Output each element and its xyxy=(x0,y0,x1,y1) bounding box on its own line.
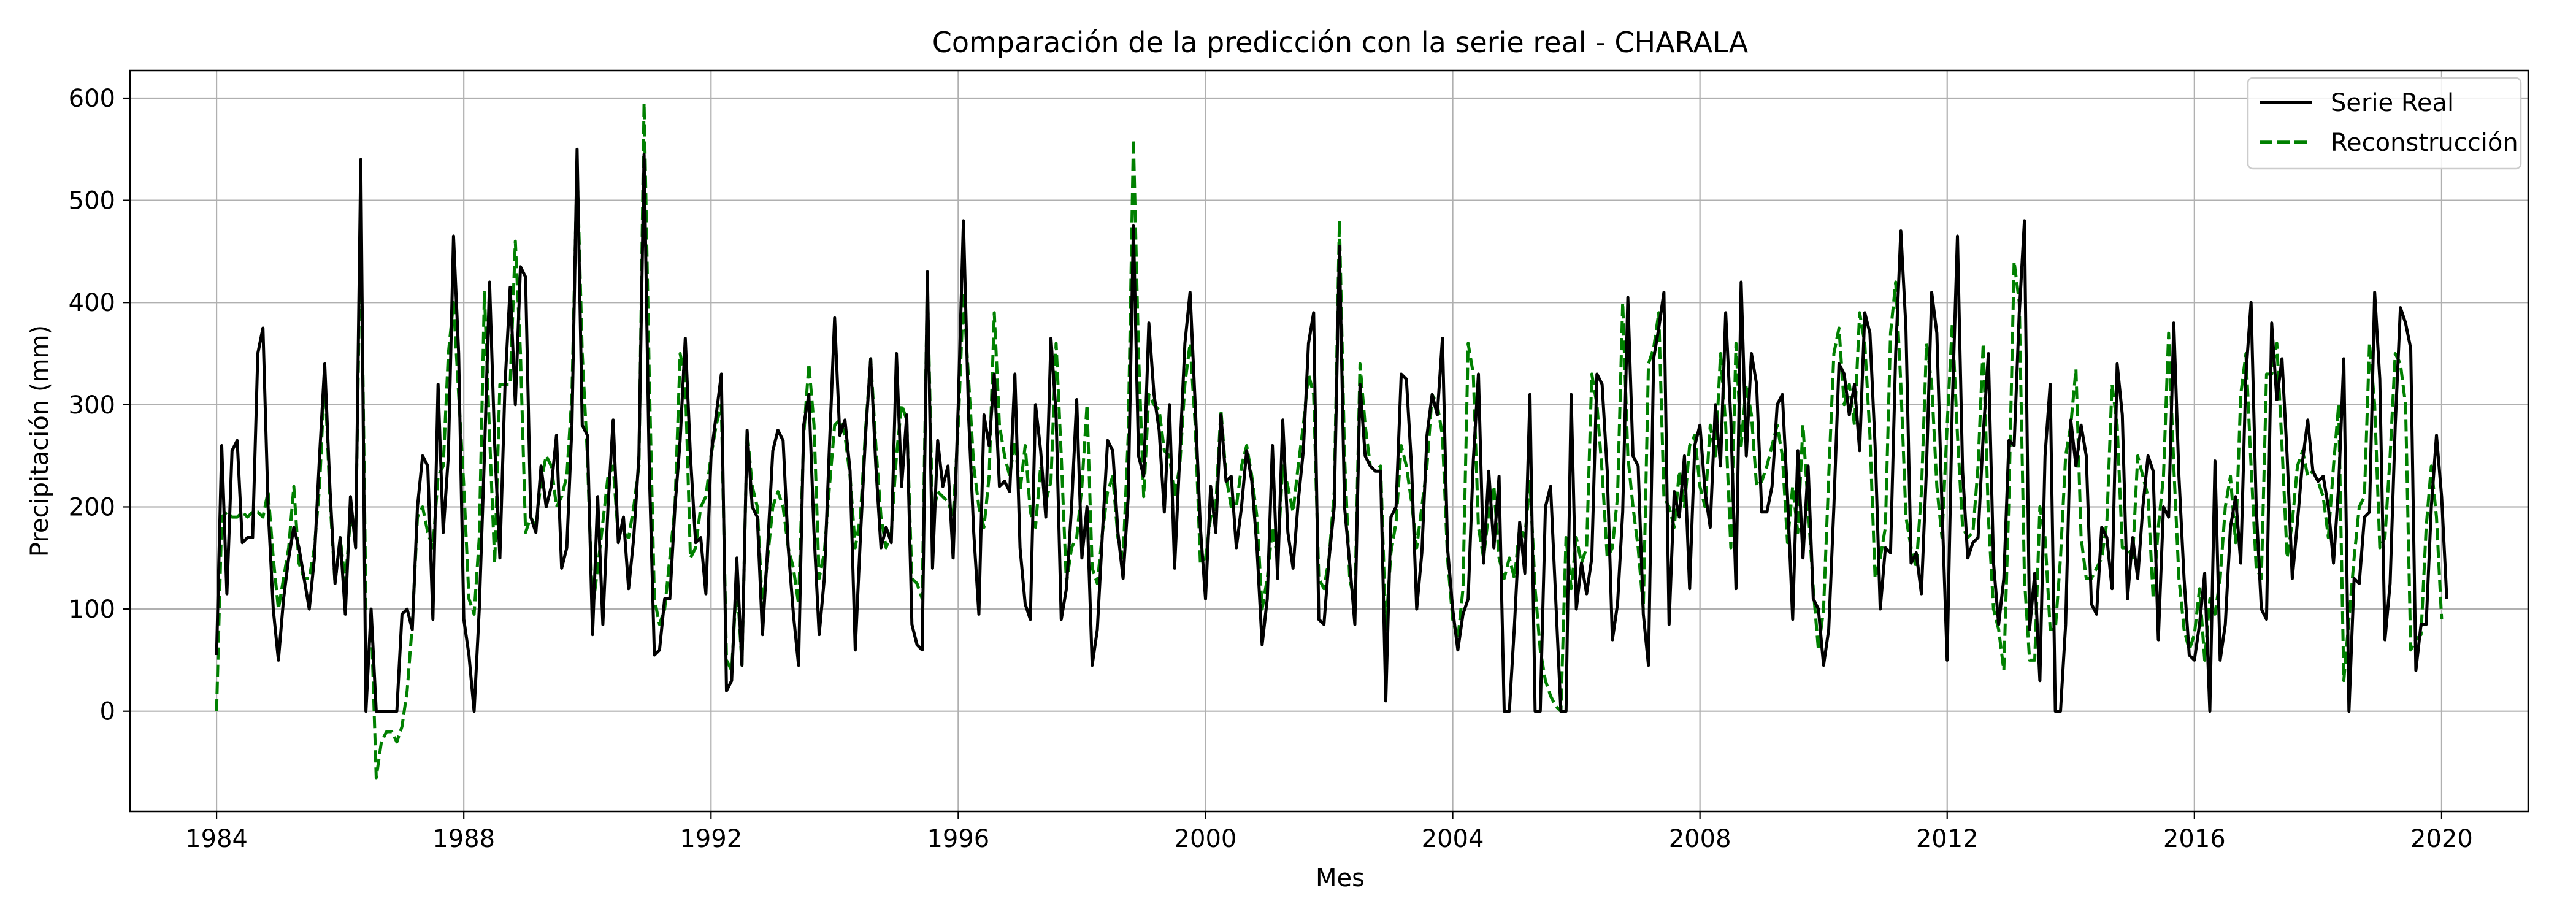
legend-label-reconstruccion: Reconstrucción xyxy=(2331,129,2518,157)
legend-label-serie-real: Serie Real xyxy=(2331,89,2454,117)
y-tick-label: 300 xyxy=(69,391,115,420)
y-axis-label: Precipitación (mm) xyxy=(26,325,54,557)
series-line-serie-real xyxy=(215,147,2448,713)
x-tick-label: 2008 xyxy=(1669,825,1731,853)
x-tick-label: 2004 xyxy=(1422,825,1484,853)
y-tick-label: 200 xyxy=(69,493,115,521)
y-tick-label: 0 xyxy=(100,698,115,726)
x-tick-label: 2000 xyxy=(1175,825,1237,853)
chart-title: Comparación de la predicción con la seri… xyxy=(932,26,1749,59)
x-tick-label: 2020 xyxy=(2410,825,2473,853)
legend-box xyxy=(2247,77,2522,170)
x-tick-label: 1996 xyxy=(927,825,989,853)
series-layer xyxy=(215,101,2448,780)
plot-frame xyxy=(129,69,2529,813)
y-tick-label: 100 xyxy=(69,596,115,624)
y-tick-label: 400 xyxy=(69,289,115,317)
x-axis-label: Mes xyxy=(1316,864,1365,892)
y-tick-label: 500 xyxy=(69,187,115,215)
y-axis: 0 100 200 300 400 500 600 xyxy=(69,85,130,726)
legend: Serie Real Reconstrucción xyxy=(2247,77,2522,170)
y-tick-label: 600 xyxy=(69,85,115,113)
x-tick-label: 2012 xyxy=(1916,825,1979,853)
x-tick-label: 1988 xyxy=(432,825,495,853)
x-axis: 1984 1988 1992 1996 2000 2004 2008 2012 2016 2020 xyxy=(185,811,2473,853)
x-tick-label: 1984 xyxy=(185,825,248,853)
x-tick-label: 2016 xyxy=(2163,825,2226,853)
x-tick-label: 1992 xyxy=(680,825,742,853)
